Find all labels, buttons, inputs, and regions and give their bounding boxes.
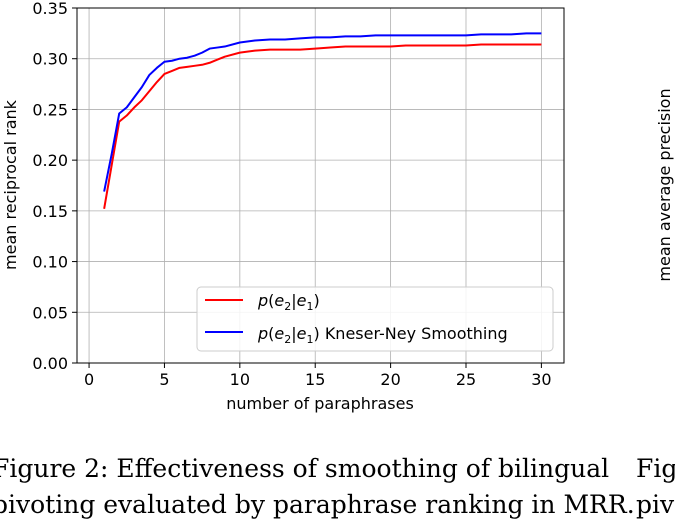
y-tick-label: 0.00 [32,354,68,373]
x-axis-label: number of paraphrases [226,394,414,413]
right-panel-y-axis-label: mean average precision [655,88,674,281]
right-caption-fragment-2: piv [636,490,675,519]
axis-ticks: 0 5 10 15 20 25 30 0.00 0.05 0.10 0.15 0.20 0.25 0.30… [32,0,551,389]
y-tick-label: 0.15 [32,202,68,221]
series-line-p-e2-e1 [103,43,542,210]
y-tick-label: 0.30 [32,50,68,69]
y-tick-label: 0.35 [32,0,68,18]
right-caption-fragment-1: Fig [636,454,675,483]
y-tick-label: 0.05 [32,303,68,322]
x-tick-label: 10 [230,370,250,389]
x-tick-label: 0 [84,370,94,389]
x-tick-label: 15 [305,370,325,389]
x-tick-label: 30 [531,370,551,389]
y-axis-label: mean reciprocal rank [1,99,20,270]
series-layer [103,32,542,210]
legend-label-blue: p(e2|e1) Kneser-Ney Smoothing [257,324,508,346]
y-tick-label: 0.20 [32,151,68,170]
legend-label-red: p(e2|e1) [257,291,320,313]
x-tick-label: 25 [456,370,476,389]
grid [77,7,564,364]
figure-caption-line1: Figure 2: Effectiveness of smoothing of … [0,454,610,483]
series-line-kneser-ney [103,32,542,192]
y-tick-label: 0.10 [32,253,68,272]
legend: p(e2|e1) p(e2|e1) Kneser-Ney Smoothing [196,286,554,352]
legend-box [196,286,554,352]
x-tick-label: 20 [380,370,400,389]
plot-frame [76,7,565,364]
x-tick-label: 5 [159,370,169,389]
figure-caption-line2: pivoting evaluated by paraphrase ranking… [0,490,635,519]
y-tick-label: 0.25 [32,100,68,119]
